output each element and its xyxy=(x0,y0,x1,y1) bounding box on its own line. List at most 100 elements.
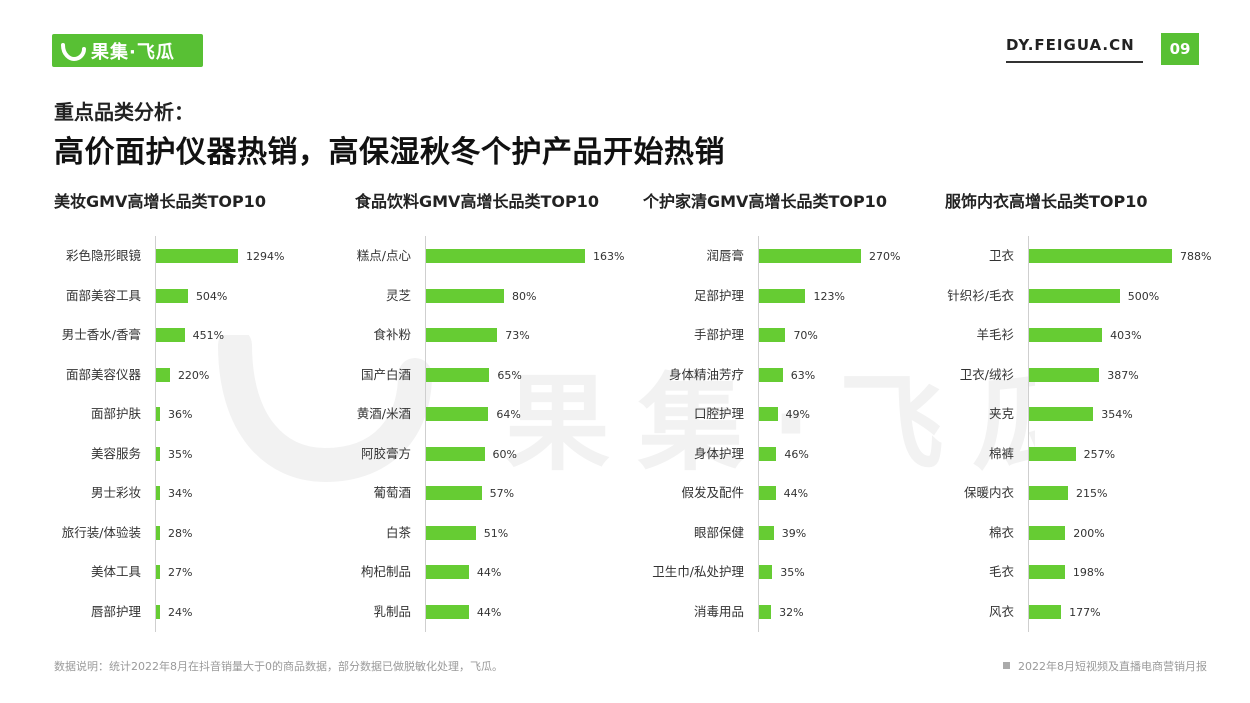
value-label: 257% xyxy=(1083,447,1116,461)
category-label: 足部护理 xyxy=(693,287,744,303)
value-label: 27% xyxy=(168,566,193,579)
value-label: 504% xyxy=(195,289,228,303)
category-label: 葡萄酒 xyxy=(373,485,411,500)
chart-axis-2 xyxy=(425,236,426,632)
bar xyxy=(156,446,160,461)
page-title: 高价面护仪器热销，高保湿秋冬个护产品开始热销 xyxy=(54,135,725,170)
value-label: 200% xyxy=(1073,526,1105,540)
data-note: 数据说明：统计2022年8月在抖音销量大于0的商品数据，部分数据已做脱敏化处理，… xyxy=(54,660,503,673)
chart-title-4: 服饰内衣高增长品类TOP10 xyxy=(945,192,1148,211)
bar xyxy=(156,565,160,579)
value-label: 387% xyxy=(1107,368,1139,382)
value-label: 35% xyxy=(780,566,805,579)
bar xyxy=(1029,328,1103,342)
category-label: 国产白酒 xyxy=(360,366,411,382)
category-label: 夹克 xyxy=(988,406,1014,421)
category-label: 棉衣 xyxy=(988,524,1014,540)
bar xyxy=(759,446,777,461)
bar xyxy=(1029,565,1065,579)
category-label: 风衣 xyxy=(988,603,1014,619)
value-label: 32% xyxy=(779,605,804,619)
bar xyxy=(426,565,469,579)
bar xyxy=(156,486,160,500)
category-label: 白茶 xyxy=(385,524,411,540)
chart-title-1: 美妆GMV高增长品类TOP10 xyxy=(54,192,266,211)
category-label: 彩色隐形眼镜 xyxy=(65,248,141,263)
bar xyxy=(426,249,585,263)
bar xyxy=(426,288,505,303)
category-label: 身体护理 xyxy=(693,445,744,461)
bar xyxy=(759,486,776,500)
category-label: 面部美容仪器 xyxy=(65,366,141,382)
bar xyxy=(426,407,489,421)
category-label: 灵芝 xyxy=(385,287,411,303)
category-label: 消毒用品 xyxy=(693,603,744,619)
square-icon xyxy=(1003,662,1010,669)
logo-text: 果集·飞瓜 xyxy=(91,41,175,63)
value-label: 44% xyxy=(476,566,502,579)
value-label: 270% xyxy=(869,250,901,263)
category-label: 口腔护理 xyxy=(693,406,744,421)
svg-text:果集·飞瓜: 果集·飞瓜 xyxy=(505,363,1035,485)
report-label: 2022年8月短视频及直播电商营销月报 xyxy=(1018,660,1207,673)
chart-axis-4 xyxy=(1028,236,1029,632)
bar xyxy=(1029,367,1100,382)
bar xyxy=(759,328,786,342)
chart-axis-3 xyxy=(758,236,759,632)
bar xyxy=(1029,486,1069,500)
value-label: 34% xyxy=(168,487,193,500)
category-label: 食补粉 xyxy=(373,327,411,342)
bar xyxy=(1029,446,1076,461)
category-label: 面部护肤 xyxy=(90,406,141,421)
category-label: 棉裤 xyxy=(988,445,1014,461)
bar xyxy=(1029,604,1062,619)
value-label: 51% xyxy=(483,526,509,540)
bar xyxy=(759,249,861,263)
bar xyxy=(426,367,490,382)
category-label: 美体工具 xyxy=(90,564,141,579)
value-label: 403% xyxy=(1110,329,1142,342)
value-label: 70% xyxy=(793,329,818,342)
category-label: 卫衣/绒衫 xyxy=(959,366,1014,382)
category-label: 面部美容工具 xyxy=(65,287,141,303)
value-label: 39% xyxy=(781,526,807,540)
bar xyxy=(156,525,160,540)
category-label: 毛衣 xyxy=(988,564,1014,579)
category-label: 保暖内衣 xyxy=(963,485,1014,500)
value-label: 215% xyxy=(1076,487,1108,500)
watermark: 果集·飞瓜 xyxy=(215,328,1077,489)
value-label: 64% xyxy=(496,408,521,421)
value-label: 49% xyxy=(785,408,810,421)
category-label: 旅行装/体验装 xyxy=(61,524,141,540)
bar xyxy=(759,367,783,382)
value-label: 60% xyxy=(492,447,517,461)
site-underline xyxy=(1006,61,1143,63)
bar xyxy=(156,328,185,342)
bar xyxy=(426,446,485,461)
bar xyxy=(1029,288,1120,303)
value-label: 198% xyxy=(1072,566,1105,579)
value-label: 1294% xyxy=(246,250,285,263)
bar xyxy=(156,288,188,303)
chart-title-2: 食品饮料GMV高增长品类TOP10 xyxy=(355,192,599,211)
category-label: 假发及配件 xyxy=(681,485,744,500)
value-label: 123% xyxy=(813,289,845,303)
value-label: 65% xyxy=(497,368,522,382)
category-label: 阿胶膏方 xyxy=(360,445,411,461)
bar xyxy=(759,288,806,303)
value-label: 44% xyxy=(476,605,502,619)
category-label: 手部护理 xyxy=(693,327,744,342)
brand-logo: 果集·飞瓜 xyxy=(52,34,203,67)
category-label: 男士香水/香膏 xyxy=(61,327,141,342)
chart-axis-1 xyxy=(155,236,156,632)
category-label: 美容服务 xyxy=(90,445,141,461)
category-label: 针织衫/毛衣 xyxy=(947,287,1014,303)
value-label: 80% xyxy=(512,289,537,303)
value-label: 46% xyxy=(784,447,809,461)
category-label: 男士彩妆 xyxy=(90,485,141,500)
value-label: 35% xyxy=(168,447,193,461)
category-label: 眼部保健 xyxy=(693,524,744,540)
bar xyxy=(156,249,238,263)
value-label: 354% xyxy=(1101,408,1133,421)
category-label: 羊毛衫 xyxy=(976,327,1014,342)
